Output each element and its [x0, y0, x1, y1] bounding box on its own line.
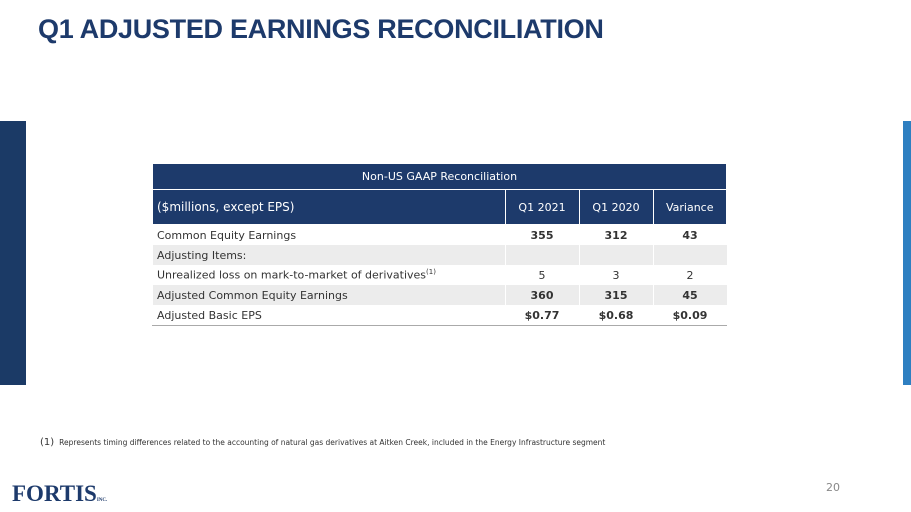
- footnote: (1) Represents timing differences related…: [40, 437, 605, 448]
- column-header: Variance: [652, 189, 727, 225]
- cell: 5: [504, 265, 579, 285]
- page-title: Q1 ADJUSTED EARNINGS RECONCILIATION: [38, 14, 604, 44]
- cell: $0.09: [652, 305, 727, 326]
- fortis-logo: FORTISINC.: [12, 481, 107, 507]
- table-row: Adjusting Items:: [152, 245, 727, 265]
- reconciliation-table: Non-US GAAP Reconciliation ($millions, e…: [152, 163, 727, 326]
- row-label-text: Unrealized loss on mark-to-market of der…: [157, 268, 427, 282]
- cell: 43: [652, 224, 727, 245]
- footnote-marker: (1): [40, 437, 55, 448]
- cell: $0.68: [578, 305, 653, 326]
- table-row: Common Equity Earnings 355 312 43: [152, 224, 727, 245]
- footnote-text: Represents timing differences related to…: [59, 438, 606, 447]
- table-row: Adjusted Common Equity Earnings 360 315 …: [152, 285, 727, 305]
- row-label: Adjusting Items:: [152, 245, 505, 265]
- cell: 355: [504, 224, 579, 245]
- logo-text: FORTIS: [12, 481, 97, 506]
- cell: [578, 245, 653, 265]
- cell: [504, 245, 579, 265]
- footnote-ref: (1): [426, 268, 436, 277]
- page-number: 20: [826, 481, 840, 494]
- column-header: ($millions, except EPS): [152, 189, 506, 225]
- row-label: Adjusted Common Equity Earnings: [152, 285, 505, 305]
- row-label: Unrealized loss on mark-to-market of der…: [152, 265, 505, 285]
- column-header: Q1 2020: [578, 189, 654, 225]
- table-row: Adjusted Basic EPS $0.77 $0.68 $0.09: [152, 305, 727, 326]
- right-accent-bar: [903, 121, 911, 385]
- cell: 2: [652, 265, 727, 285]
- cell: [652, 245, 727, 265]
- row-label: Common Equity Earnings: [152, 224, 505, 245]
- cell: $0.77: [504, 305, 579, 326]
- cell: 360: [504, 285, 579, 305]
- left-accent-bar: [0, 121, 26, 385]
- cell: 45: [652, 285, 727, 305]
- column-header: Q1 2021: [504, 189, 580, 225]
- cell: 312: [578, 224, 653, 245]
- cell: 3: [578, 265, 653, 285]
- table-caption: Non-US GAAP Reconciliation: [152, 163, 727, 190]
- table-row: Unrealized loss on mark-to-market of der…: [152, 265, 727, 285]
- row-label: Adjusted Basic EPS: [152, 305, 505, 326]
- logo-suffix: INC.: [96, 498, 108, 503]
- cell: 315: [578, 285, 653, 305]
